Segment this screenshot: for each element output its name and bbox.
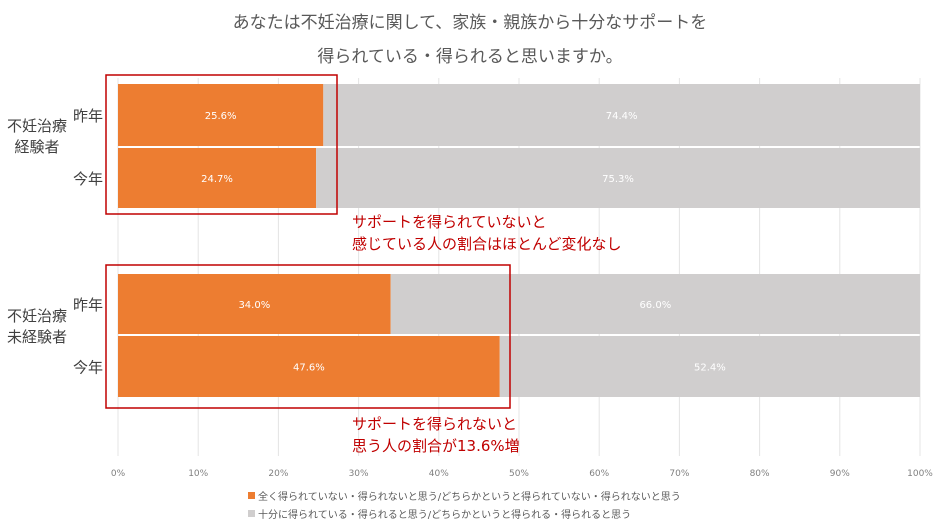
x-tick-label: 60% xyxy=(589,469,609,479)
data-label: 66.0% xyxy=(639,300,671,311)
x-tick-label: 100% xyxy=(907,469,933,479)
x-tick-label: 40% xyxy=(429,469,449,479)
annotation-1-line-2: 感じている人の割合はほとんど変化なし xyxy=(352,235,622,253)
bar-segment xyxy=(118,148,317,208)
highlight-box xyxy=(105,74,338,215)
data-label: 52.4% xyxy=(694,363,726,374)
legend-swatch-gray xyxy=(248,510,255,517)
bar-segment xyxy=(118,336,500,397)
category-label: 今年 xyxy=(73,170,103,188)
x-tick-label: 80% xyxy=(750,469,770,479)
bar-segment xyxy=(118,274,391,334)
data-label: 47.6% xyxy=(293,363,325,374)
category-label: 昨年 xyxy=(73,107,103,125)
bar-segment xyxy=(390,274,920,334)
legend-swatch-orange xyxy=(248,492,255,499)
x-tick-label: 20% xyxy=(268,469,288,479)
data-label: 24.7% xyxy=(201,174,233,185)
legend-label-1: 全く得られていない・得られないと思う/どちらかというと得られていない・得られない… xyxy=(258,492,681,503)
annotation-2-line-2: 思う人の割合が13.6%増 xyxy=(352,437,520,455)
x-tick-label: 30% xyxy=(349,469,369,479)
data-label: 75.3% xyxy=(602,174,634,185)
bar-segment xyxy=(118,84,324,146)
chart-title-line-2: 得られている・得られると思いますか。 xyxy=(317,47,623,67)
group-label: 不妊治療 xyxy=(7,307,67,325)
annotation-2: サポートを得られないと 思う人の割合が13.6%増 xyxy=(352,413,520,457)
group-label: 不妊治療 xyxy=(7,117,67,135)
x-tick-label: 10% xyxy=(188,469,208,479)
annotation-2-line-1: サポートを得られないと xyxy=(352,415,518,433)
annotation-1: サポートを得られていないと 感じている人の割合はほとんど変化なし xyxy=(352,211,622,255)
bar-segment xyxy=(499,336,920,397)
data-label: 74.4% xyxy=(606,111,638,122)
annotation-1-line-1: サポートを得られていないと xyxy=(352,213,547,231)
group-label: 未経験者 xyxy=(7,328,67,346)
chart-title-line-1: あなたは不妊治療に関して、家族・親族から十分なサポートを xyxy=(232,13,708,33)
category-label: 今年 xyxy=(73,359,103,377)
category-label: 昨年 xyxy=(73,296,103,314)
data-label: 34.0% xyxy=(238,300,270,311)
data-label: 25.6% xyxy=(205,111,237,122)
x-tick-label: 70% xyxy=(669,469,689,479)
x-tick-label: 0% xyxy=(111,469,126,479)
x-tick-label: 50% xyxy=(509,469,529,479)
bar-segment xyxy=(316,148,920,208)
x-tick-label: 90% xyxy=(830,469,850,479)
legend-item-2: 十分に得られている・得られると思う/どちらかというと得られる・得られると思う xyxy=(248,506,631,521)
highlight-box xyxy=(105,264,511,409)
legend-item-1: 全く得られていない・得られないと思う/どちらかというと得られていない・得られない… xyxy=(248,488,681,503)
group-label: 経験者 xyxy=(14,138,59,156)
legend-label-2: 十分に得られている・得られると思う/どちらかというと得られる・得られると思う xyxy=(258,510,632,521)
bar-segment xyxy=(323,84,920,146)
